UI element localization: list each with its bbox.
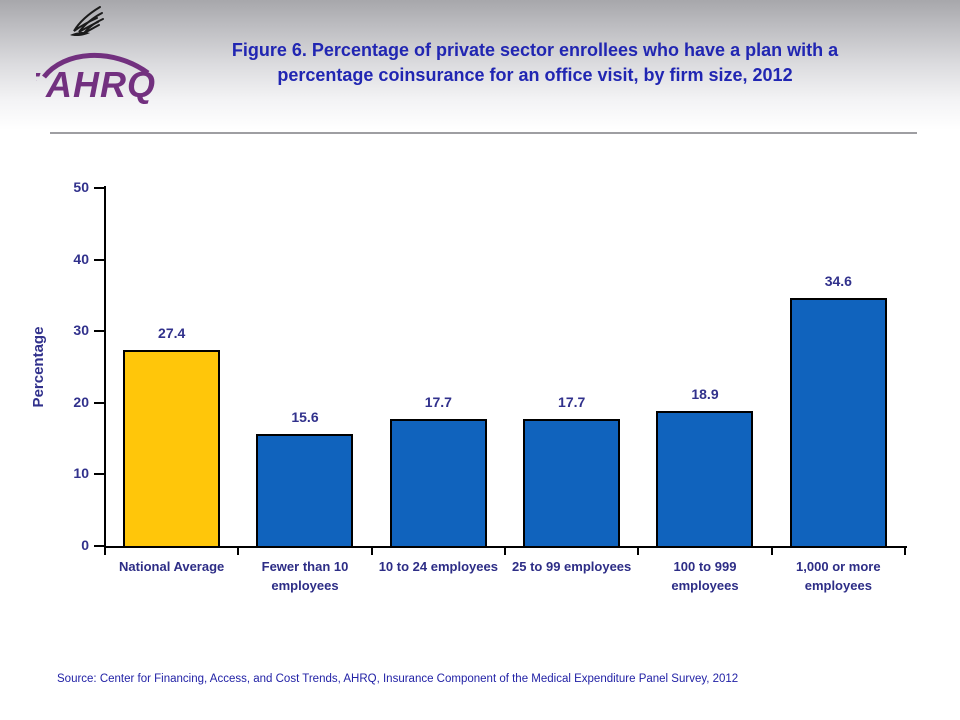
x-axis-tick	[637, 548, 640, 555]
bar-value-label: 17.7	[424, 394, 452, 411]
bar-6	[789, 298, 887, 548]
x-axis-tick	[237, 548, 240, 555]
y-axis-tick	[94, 473, 105, 476]
figure-title: Figure 6. Percentage of private sector e…	[180, 38, 890, 88]
divider-line	[50, 132, 917, 134]
bar-1	[123, 349, 221, 548]
ahrq-wordmark-text: AHRQ	[45, 64, 156, 105]
bar-value-label: 15.6	[291, 409, 319, 426]
x-axis-category-label: National Average	[119, 559, 225, 574]
y-axis-tick-label: 0	[81, 537, 89, 553]
ahrq-wordmark: AHRQ	[36, 53, 156, 105]
x-axis-line	[104, 546, 907, 548]
ahrq-logo: AHRQ	[34, 2, 164, 107]
x-axis-category-label: 10 to 24 employees	[378, 559, 498, 574]
y-axis-tick	[94, 545, 105, 547]
bar-value-label: 27.4	[158, 324, 186, 341]
y-axis-tick-label: 50	[73, 179, 89, 195]
x-axis-category-label: 100 to 999 employees	[671, 559, 739, 593]
header-banner: AHRQ Figure 6. Percentage of private sec…	[0, 0, 960, 135]
figure-title-line1: Figure 6. Percentage of private sector e…	[231, 40, 839, 60]
bar-value-label: 34.6	[824, 273, 852, 290]
x-axis-tick	[903, 548, 906, 555]
bar-3	[389, 419, 487, 548]
y-axis-tick	[94, 258, 105, 261]
bar-value-label: 17.7	[558, 394, 586, 411]
y-axis-tick-label: 40	[73, 250, 89, 267]
bar-5	[656, 410, 754, 548]
x-axis-tick	[104, 548, 106, 555]
y-axis-title: Percentage	[30, 326, 47, 408]
y-axis-tick-label: 30	[73, 322, 89, 339]
bar-4	[523, 419, 621, 548]
x-axis-category-label: 1,000 or more employees	[796, 559, 881, 593]
hhs-eagle-icon	[70, 6, 104, 37]
y-axis-tick	[94, 401, 105, 404]
figure-title-line2: percentage coinsurance for an office vis…	[277, 65, 793, 85]
y-axis-tick	[94, 187, 105, 189]
y-axis-tick	[94, 330, 105, 333]
x-axis-tick	[370, 548, 373, 555]
source-note: Source: Center for Financing, Access, an…	[57, 673, 739, 685]
x-axis-category-label: 25 to 99 employees	[512, 559, 632, 574]
x-axis-category-label: Fewer than 10 employees	[261, 559, 349, 593]
x-axis-tick	[770, 548, 773, 555]
y-axis-tick-label: 20	[73, 393, 89, 410]
y-axis-line	[104, 186, 106, 548]
bar-value-label: 18.9	[691, 385, 719, 402]
x-axis-tick	[503, 548, 506, 555]
y-axis-tick-label: 10	[73, 465, 89, 482]
bar-2	[256, 434, 354, 548]
